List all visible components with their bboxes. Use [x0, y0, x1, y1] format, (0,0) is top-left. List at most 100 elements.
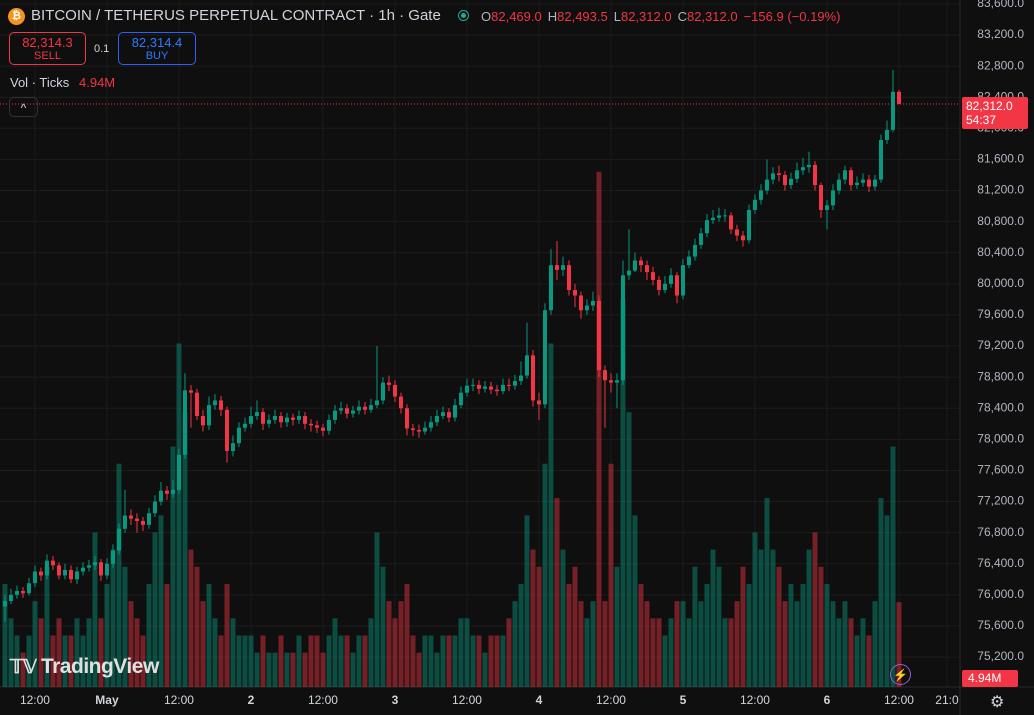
x-tick-label: 6: [824, 693, 831, 707]
y-tick-label: 83,600.0: [977, 0, 1024, 10]
candle-body: [56, 565, 61, 576]
volume-bar: [866, 635, 872, 687]
volume-bar: [470, 635, 476, 687]
lightning-button[interactable]: ⚡: [890, 664, 911, 685]
volume-bar: [356, 635, 362, 687]
volume-bar: [746, 583, 752, 687]
volume-bar: [572, 566, 578, 687]
volume-bar: [602, 601, 608, 687]
candle-body: [776, 173, 781, 175]
candle-body: [842, 170, 847, 180]
volume-bar: [140, 635, 146, 687]
price-label-price: 82,312.0: [966, 99, 1013, 113]
candle-body: [224, 409, 229, 452]
volume-bar: [212, 618, 218, 687]
volume-bar: [86, 618, 92, 687]
candle-body: [878, 139, 883, 180]
ohlc-value: 82,469.0: [491, 9, 542, 24]
volume-bar: [50, 635, 56, 687]
volume-bar: [422, 635, 428, 687]
candle-body: [464, 385, 469, 393]
volume-bar: [578, 601, 584, 687]
price-label-countdown: 54:37: [966, 113, 997, 127]
candle-body: [116, 528, 121, 551]
volume-bar: [296, 635, 302, 687]
volume-bar: [362, 635, 368, 687]
candle-body: [428, 422, 433, 428]
candle-body: [14, 590, 19, 595]
symbol-title[interactable]: BITCOIN / TETHERUS PERPETUAL CONTRACT · …: [31, 7, 441, 24]
volume-bar: [884, 515, 890, 687]
indicator-name[interactable]: Vol · Ticks: [10, 75, 70, 90]
candle-body: [494, 389, 499, 392]
candle-body: [254, 412, 259, 417]
candle-body: [320, 427, 325, 431]
volume-bar: [350, 652, 356, 687]
bitcoin-icon: ₿: [8, 8, 25, 25]
candle-body: [662, 283, 667, 291]
volume-bar: [266, 652, 272, 687]
candle-body: [512, 381, 517, 386]
candle-body: [782, 174, 787, 186]
volume-bar: [680, 601, 686, 687]
volume-bar: [896, 602, 902, 687]
candle-body: [188, 390, 193, 393]
candle-body: [716, 215, 721, 218]
volume-bar: [524, 515, 530, 687]
candle-body: [308, 423, 313, 426]
x-tick-label: 12:00: [884, 693, 914, 707]
candle-body: [860, 179, 865, 183]
volume-bar: [314, 635, 320, 687]
volume-bar: [824, 583, 830, 687]
candle-body: [506, 384, 511, 386]
volume-bar: [206, 583, 212, 687]
candle-body: [50, 560, 55, 566]
volume-bar: [80, 635, 86, 687]
candle-body: [632, 260, 637, 271]
volume-bar: [770, 549, 776, 687]
volume-bar: [392, 618, 398, 687]
volume-bar: [608, 463, 614, 687]
candle-body: [710, 217, 715, 221]
candle-body: [92, 562, 97, 566]
candle-body: [884, 129, 889, 140]
y-tick-label: 75,200.0: [977, 649, 1024, 663]
settings-button[interactable]: ⚙: [990, 694, 1005, 711]
volume-bar: [128, 601, 134, 687]
y-tick-label: 75,600.0: [977, 618, 1024, 632]
collapse-button[interactable]: ^: [9, 97, 38, 117]
volume-bar: [278, 635, 284, 687]
volume-bar: [686, 618, 692, 687]
candle-body: [332, 410, 337, 420]
market-status-dot: [461, 13, 466, 18]
x-tick-label: 12:00: [20, 693, 50, 707]
volume-bar: [134, 618, 140, 687]
volume-bar: [332, 618, 338, 687]
volume-bar: [440, 635, 446, 687]
candle-body: [44, 560, 49, 576]
candle-body: [590, 300, 595, 306]
candle-body: [68, 569, 73, 580]
buy-button[interactable]: 82,314.4 BUY: [118, 32, 196, 65]
sell-button[interactable]: 82,314.3 SELL: [9, 32, 86, 65]
candle-body: [146, 513, 151, 525]
volume-bar: [404, 583, 410, 687]
volume-bar: [32, 601, 38, 687]
volume-bar: [860, 618, 866, 687]
volume-bar: [794, 601, 800, 687]
volume-bar: [596, 171, 602, 687]
volume-bar: [386, 601, 392, 687]
x-tick-label: 12:00: [740, 693, 770, 707]
watermark[interactable]: 𝕋𝕍 TradingView: [10, 655, 159, 679]
candle-body: [434, 416, 439, 423]
market-status[interactable]: [458, 10, 469, 21]
volume-bar: [410, 635, 416, 687]
candle-body: [866, 179, 871, 187]
volume-bar: [170, 446, 176, 687]
volume-bar: [458, 618, 464, 687]
volume-bar: [68, 635, 74, 687]
volume-bar: [464, 618, 470, 687]
volume-bar: [476, 635, 482, 687]
candle-body: [530, 355, 535, 401]
volume-bar: [290, 652, 296, 687]
